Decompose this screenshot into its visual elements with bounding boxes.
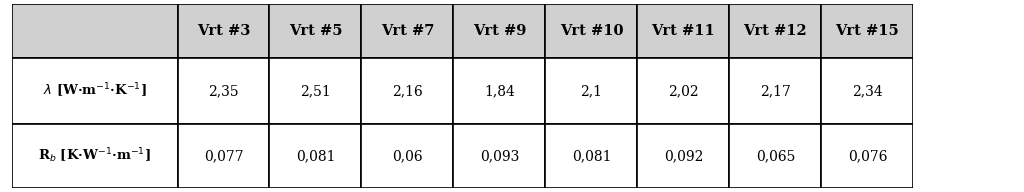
Bar [269,4,361,58]
Bar [638,124,729,188]
Text: 0,093: 0,093 [480,149,519,163]
Text: 0,065: 0,065 [756,149,795,163]
Text: 2,34: 2,34 [852,84,883,98]
Bar [177,4,269,58]
Text: Vrt #9: Vrt #9 [473,24,526,38]
Bar [821,124,913,188]
Text: R$_b$ [K·W$^{-1}$·m$^{-1}$]: R$_b$ [K·W$^{-1}$·m$^{-1}$] [39,146,152,165]
Bar [729,124,821,188]
Bar [361,4,454,58]
Bar [177,124,269,188]
Text: 0,06: 0,06 [392,149,423,163]
Bar [12,124,177,188]
Text: 2,17: 2,17 [760,84,791,98]
Text: 2,02: 2,02 [668,84,698,98]
Bar [821,4,913,58]
Text: 2,51: 2,51 [300,84,331,98]
Bar [269,124,361,188]
Bar [454,58,546,124]
Bar [269,58,361,124]
Bar [729,58,821,124]
Bar [361,124,454,188]
Text: 0,076: 0,076 [848,149,887,163]
Text: Vrt #11: Vrt #11 [651,24,716,38]
Bar [821,58,913,124]
Text: 0,077: 0,077 [204,149,244,163]
Text: 2,16: 2,16 [392,84,423,98]
Text: $\lambda$ [W·m$^{-1}$·K$^{-1}$]: $\lambda$ [W·m$^{-1}$·K$^{-1}$] [43,82,146,100]
Bar [546,124,638,188]
Text: Vrt #3: Vrt #3 [197,24,250,38]
Text: 1,84: 1,84 [484,84,515,98]
Text: 0,081: 0,081 [571,149,611,163]
Text: Vrt #5: Vrt #5 [289,24,342,38]
Bar [454,124,546,188]
Text: Vrt #7: Vrt #7 [381,24,434,38]
Bar [638,4,729,58]
Text: 0,092: 0,092 [664,149,703,163]
Bar [12,4,177,58]
Bar [546,4,638,58]
Text: 0,081: 0,081 [296,149,335,163]
Bar [361,58,454,124]
Bar [12,58,177,124]
Text: Vrt #10: Vrt #10 [560,24,624,38]
Text: Vrt #15: Vrt #15 [836,24,899,38]
Bar [729,4,821,58]
Bar [454,4,546,58]
Bar [638,58,729,124]
Text: 2,35: 2,35 [208,84,239,98]
Text: Vrt #12: Vrt #12 [743,24,807,38]
Bar [177,58,269,124]
Bar [546,58,638,124]
Text: 2,1: 2,1 [581,84,602,98]
